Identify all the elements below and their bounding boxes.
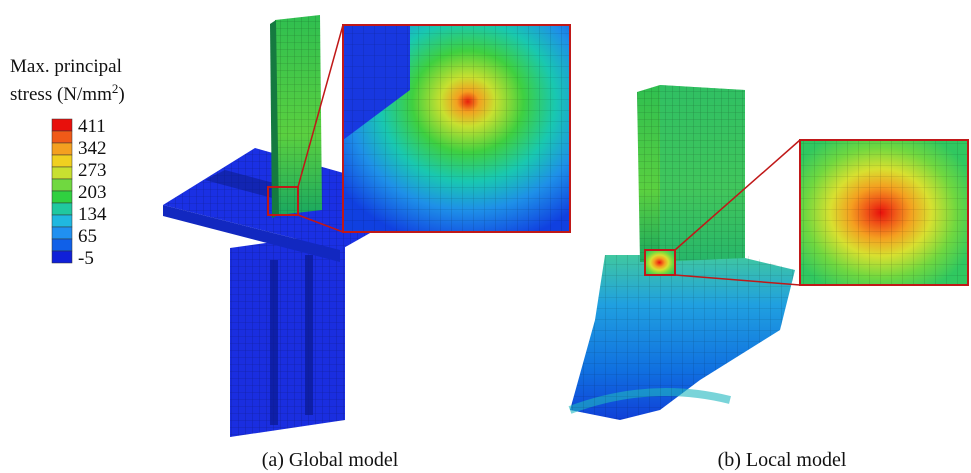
legend-label: 203 — [78, 182, 107, 203]
legend-title-text: stress (N/mm — [10, 84, 112, 105]
legend-label: 273 — [78, 160, 107, 181]
legend-label: 134 — [78, 204, 107, 225]
legend-title-close: ) — [118, 84, 124, 105]
local-model — [570, 85, 795, 420]
zoom-view-local — [800, 140, 968, 285]
legend-label: -5 — [78, 248, 94, 269]
zoom-marker — [645, 250, 675, 275]
legend-title: stress (N/mm2) — [10, 81, 125, 105]
caption: (b) Local model — [718, 449, 847, 471]
figure: Max. principal stress (N/mm2) 4113422732… — [0, 0, 971, 473]
legend-label: 65 — [78, 226, 97, 247]
zoom-view-global — [343, 25, 570, 232]
caption: (a) Global model — [262, 449, 399, 471]
legend-label: 411 — [78, 116, 106, 137]
legend-title: Max. principal — [10, 56, 122, 77]
color-bar — [52, 119, 72, 263]
legend-label: 342 — [78, 138, 107, 159]
